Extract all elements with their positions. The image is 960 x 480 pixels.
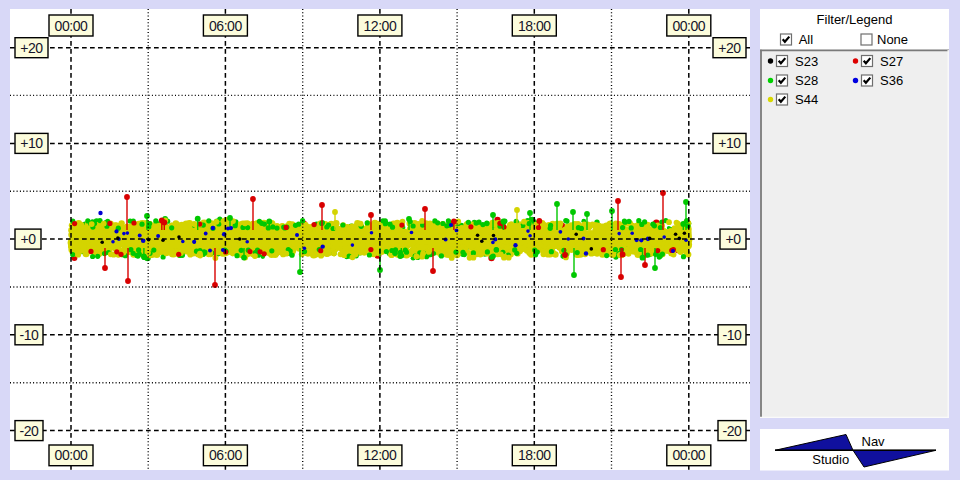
svg-text:S44: S44: [795, 92, 818, 107]
svg-text:+20: +20: [20, 40, 43, 56]
svg-text:00:00: 00:00: [672, 447, 705, 463]
svg-text:+0: +0: [20, 231, 36, 247]
svg-text:-10: -10: [20, 327, 40, 343]
svg-text:00:00: 00:00: [55, 18, 88, 34]
svg-text:12:00: 12:00: [364, 447, 397, 463]
svg-text:-20: -20: [723, 423, 743, 439]
svg-text:S28: S28: [795, 73, 818, 88]
svg-text:+0: +0: [725, 231, 741, 247]
svg-text:-20: -20: [20, 423, 40, 439]
svg-text:12:00: 12:00: [364, 18, 397, 34]
svg-text:+20: +20: [718, 40, 741, 56]
svg-text:+10: +10: [718, 135, 741, 151]
svg-text:-10: -10: [723, 327, 743, 343]
svg-text:00:00: 00:00: [672, 18, 705, 34]
svg-text:S23: S23: [795, 54, 818, 69]
svg-text:18:00: 18:00: [518, 447, 551, 463]
svg-text:Filter/Legend: Filter/Legend: [817, 12, 893, 27]
svg-text:06:00: 06:00: [209, 18, 242, 34]
svg-text:S27: S27: [880, 54, 903, 69]
svg-text:06:00: 06:00: [209, 447, 242, 463]
svg-text:00:00: 00:00: [55, 447, 88, 463]
svg-text:All: All: [799, 32, 814, 47]
svg-text:+10: +10: [20, 135, 43, 151]
svg-text:None: None: [877, 32, 908, 47]
svg-text:18:00: 18:00: [518, 18, 551, 34]
svg-text:S36: S36: [880, 73, 903, 88]
svg-text:Nav: Nav: [862, 434, 886, 449]
svg-text:Studio: Studio: [812, 452, 849, 467]
